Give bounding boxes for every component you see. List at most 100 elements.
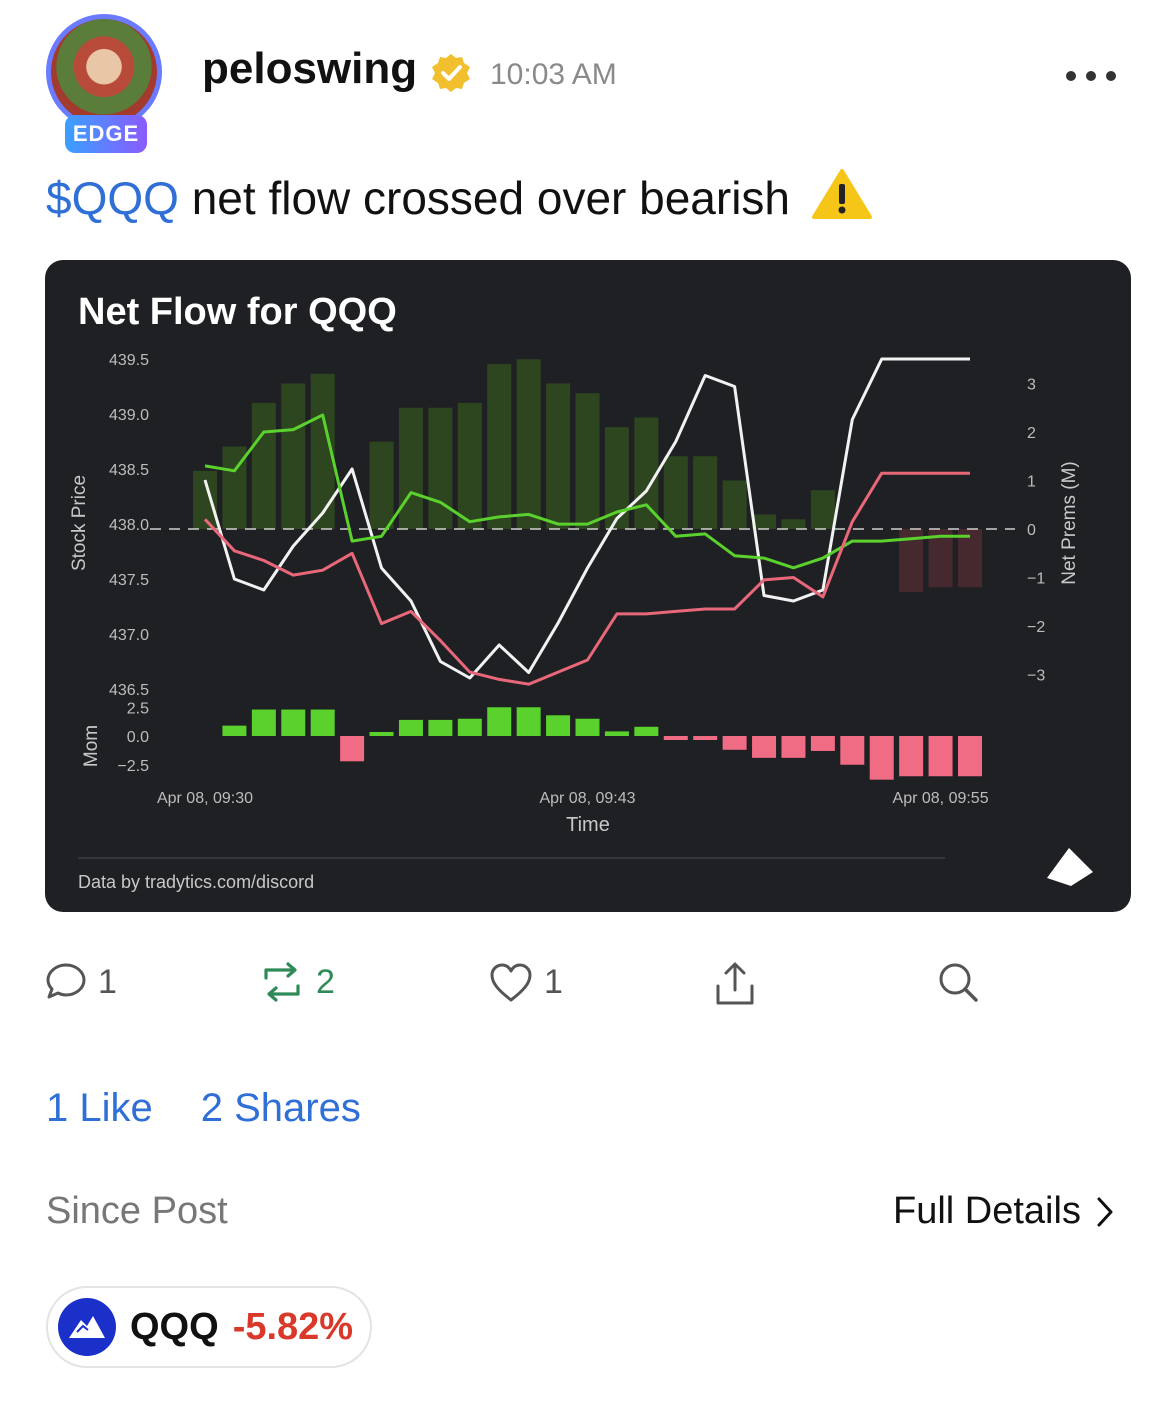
shares-link[interactable]: 2 Shares [200, 1086, 361, 1130]
comment-count: 1 [98, 962, 117, 1001]
chevron-right-icon [1097, 1197, 1113, 1226]
mom-bar [281, 709, 306, 736]
flow-bar [251, 402, 276, 529]
flow-bar [428, 407, 453, 529]
mom-bar [398, 719, 423, 736]
verified-badge-icon [432, 54, 470, 92]
y2-axis-label: Net Prems (M) [1059, 461, 1080, 585]
y-tick-label: 438.0 [109, 517, 149, 534]
mom-bar [781, 736, 806, 758]
search-button[interactable] [936, 960, 980, 1004]
chart-title: Net Flow for QQQ [78, 291, 397, 333]
mom-bar [663, 736, 688, 740]
edge-badge: EDGE [65, 115, 147, 153]
flow-bar [634, 417, 659, 529]
ticker-logo-icon [58, 1298, 116, 1356]
y2-tick-label: 0 [1027, 522, 1036, 539]
post-body: net flow crossed over bearish [191, 172, 791, 224]
y-axis-label: Stock Price [69, 475, 90, 571]
repost-icon [264, 962, 300, 1002]
y-tick-label: 439.5 [109, 352, 149, 369]
x-tick-label: Apr 08, 09:43 [539, 790, 635, 807]
x-axis-label: Time [566, 814, 610, 836]
flow-bar [663, 456, 688, 529]
mom-bar [428, 719, 453, 736]
full-details-link[interactable]: Full Details [893, 1190, 1115, 1233]
more-options-icon[interactable] [1066, 64, 1126, 88]
mom-bar [340, 736, 365, 762]
action-bar: 1 2 1 [0, 960, 1170, 1020]
mom-bar [546, 715, 571, 736]
mom-bar [310, 709, 335, 736]
mom-bar [222, 725, 247, 736]
series-line-price [203, 357, 970, 680]
share-button[interactable] [712, 960, 758, 1008]
post-timestamp: 10:03 AM [490, 58, 617, 91]
likes-link[interactable]: 1 Like [46, 1086, 153, 1130]
tradytics-logo-icon [1047, 848, 1093, 886]
mom-bar [899, 736, 924, 777]
mom-bar [810, 736, 835, 751]
flow-bar [398, 407, 423, 529]
mom-bar [958, 736, 982, 777]
mom-bar [928, 736, 953, 777]
flow-bar [928, 529, 953, 588]
warning-icon [811, 169, 872, 219]
x-tick-label: Apr 08, 09:55 [893, 790, 989, 807]
search-icon [939, 963, 978, 1002]
since-post-label: Since Post [46, 1190, 228, 1232]
post-text: $QQQ net flow crossed over bearish [46, 168, 873, 225]
mom-bar [840, 736, 865, 765]
mom-tick-label: −2.5 [117, 758, 149, 775]
mom-bar [604, 731, 629, 736]
ticker-symbol: QQQ [130, 1305, 219, 1348]
mom-bar [369, 732, 394, 736]
y2-tick-label: 3 [1027, 377, 1036, 394]
flow-bar [722, 480, 747, 529]
y-tick-label: 436.5 [109, 682, 149, 699]
data-credit[interactable]: Data by tradytics.com/discord [78, 872, 314, 892]
repost-count: 2 [316, 962, 335, 1001]
flow-bar [546, 383, 571, 529]
mom-bar [869, 736, 894, 780]
y-tick-label: 439.0 [109, 407, 149, 424]
y2-tick-label: 2 [1027, 425, 1036, 442]
mom-bar [575, 718, 600, 736]
like-button[interactable]: 1 [488, 960, 563, 1004]
engagement-summary: 1 Like 2 Shares [46, 1086, 361, 1131]
ticker-pill[interactable]: QQQ -5.82% [46, 1286, 372, 1368]
chart-card[interactable]: Net Flow for QQQ Stock Price Net Prems (… [45, 260, 1131, 912]
mom-bar [634, 726, 659, 736]
flow-bar [781, 519, 806, 529]
flow-bar [958, 529, 982, 588]
flow-bar [575, 393, 600, 529]
flow-bar [281, 383, 306, 529]
flow-bar [487, 364, 512, 529]
repost-button[interactable]: 2 [258, 960, 335, 1004]
flow-bar [369, 441, 394, 529]
comment-button[interactable]: 1 [44, 960, 117, 1004]
mom-tick-label: 2.5 [127, 700, 149, 717]
mom-tick-label: 0.0 [127, 729, 149, 746]
flow-bar [752, 514, 777, 529]
y2-tick-label: −1 [1027, 571, 1045, 588]
comment-icon [46, 963, 86, 999]
avatar[interactable] [46, 14, 162, 130]
net-flow-chart: Net Flow for QQQ Stock Price Net Prems (… [69, 291, 1093, 892]
y2-tick-label: −2 [1027, 619, 1045, 636]
mom-bar [487, 707, 512, 736]
flow-bar [516, 359, 541, 529]
flow-bar [693, 456, 718, 529]
y2-tick-label: −3 [1027, 668, 1045, 685]
mom-bar [693, 736, 718, 740]
share-icon [716, 962, 754, 1005]
mom-bar [722, 736, 747, 750]
x-tick-label: Apr 08, 09:30 [157, 790, 253, 807]
series-line-net-puts [203, 471, 970, 686]
flow-bar [604, 427, 629, 529]
like-count: 1 [544, 962, 563, 1001]
username[interactable]: peloswing [202, 44, 418, 93]
heart-icon [490, 963, 532, 1002]
flow-bar [810, 490, 835, 529]
cashtag-link[interactable]: $QQQ [46, 172, 179, 224]
